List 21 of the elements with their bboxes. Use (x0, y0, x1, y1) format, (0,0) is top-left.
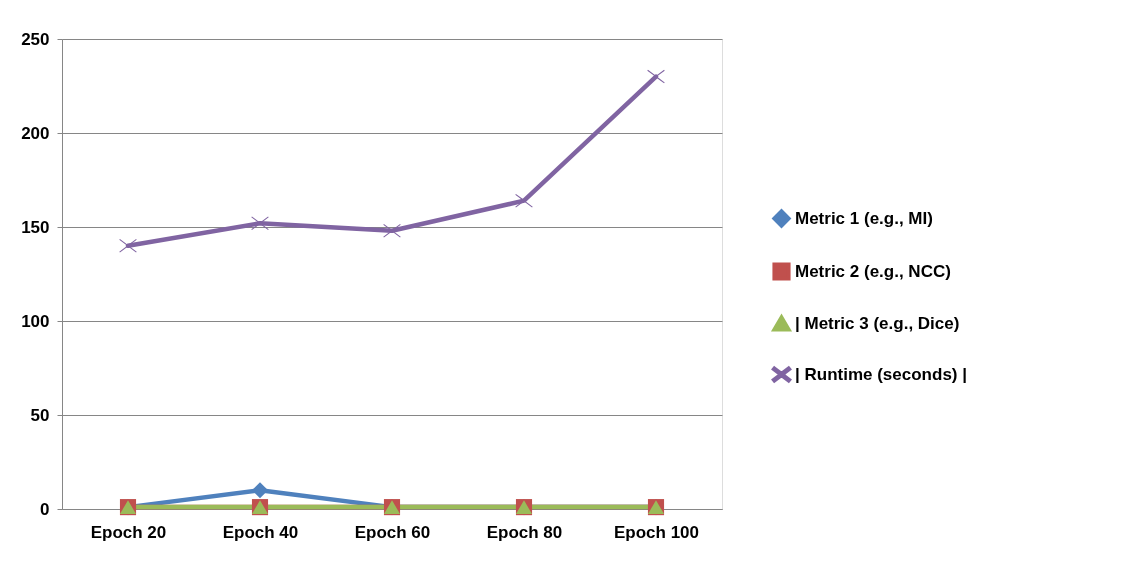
legend-label: Metric 2 (e.g., NCC) (795, 261, 951, 281)
y-tick-label: 100 (21, 311, 50, 331)
x-tick-label: Epoch 80 (486, 522, 563, 542)
x-tick-label: Epoch 60 (354, 522, 431, 542)
x-tick-label: Epoch 20 (90, 522, 167, 542)
legend-label: | Metric 3 (e.g., Dice) (795, 313, 960, 333)
x-tick-label: Epoch 100 (613, 522, 700, 542)
y-tick-label: 50 (30, 405, 50, 425)
legend-label: Metric 1 (e.g., MI) (795, 208, 933, 228)
legend-label: | Runtime (seconds) | (795, 364, 967, 384)
y-tick-label: 200 (21, 123, 50, 143)
x-tick-label: Epoch 40 (222, 522, 299, 542)
point (515, 193, 533, 208)
point (647, 69, 665, 84)
y-tick-label: 150 (21, 217, 50, 237)
point (251, 482, 269, 499)
point (119, 239, 137, 253)
y-tick-label: 0 (40, 499, 50, 519)
y-tick-label: 250 (21, 29, 50, 49)
point (251, 216, 269, 231)
point (383, 223, 401, 238)
